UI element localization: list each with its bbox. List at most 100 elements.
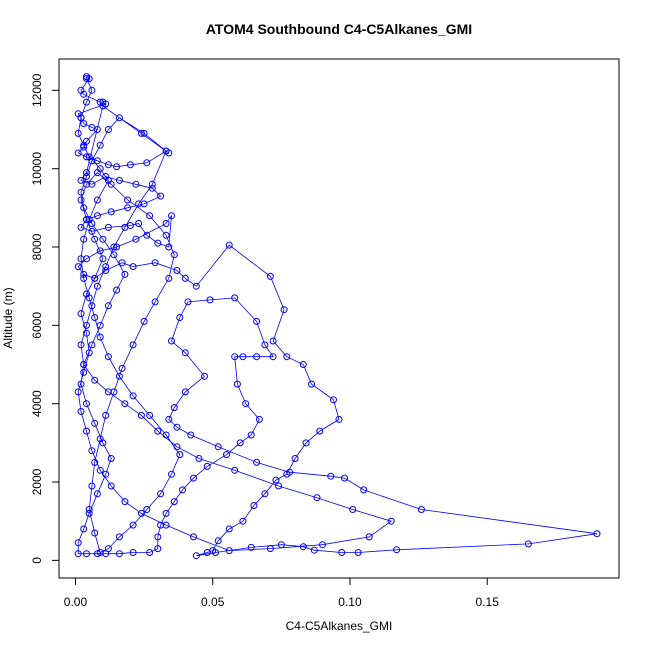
y-axis-label: Altitude (m) [1, 287, 15, 348]
data-point [118, 259, 126, 267]
data-point [154, 427, 162, 435]
data-point [77, 223, 85, 231]
data-point [269, 337, 277, 345]
data-point [140, 129, 148, 137]
x-tick-label: 0.05 [201, 595, 225, 609]
data-point [115, 533, 123, 541]
y-tick-label: 12000 [30, 73, 44, 107]
data-point [83, 75, 90, 83]
data-point [88, 180, 96, 188]
data-point [151, 298, 159, 306]
data-point [80, 274, 88, 282]
data-point [96, 333, 104, 341]
data-point [190, 533, 197, 541]
data-point [393, 546, 401, 554]
data-point [214, 443, 222, 451]
data-point [313, 494, 321, 502]
data-point [231, 466, 239, 474]
data-point [88, 86, 96, 94]
data-point [85, 216, 93, 224]
data-point [283, 353, 291, 361]
data-point [365, 533, 373, 541]
data-point [165, 243, 173, 251]
data-point [146, 411, 154, 419]
data-point [330, 396, 337, 404]
data-point [118, 364, 126, 372]
data-point [192, 552, 200, 560]
data-point [129, 549, 137, 556]
data-point [316, 427, 324, 435]
y-tick-label: 0 [30, 557, 44, 564]
data-point [96, 466, 104, 474]
data-point [91, 376, 99, 384]
data-point [148, 180, 156, 188]
data-point [417, 506, 425, 513]
data-point [157, 490, 165, 498]
data-point [77, 380, 85, 388]
data-point [170, 498, 178, 506]
data-point [354, 549, 362, 556]
data-point [83, 153, 90, 161]
data-point [99, 255, 107, 263]
data-point [85, 75, 93, 83]
data-point [165, 274, 173, 282]
data-point [77, 310, 85, 318]
data-point [88, 227, 96, 235]
data-point [74, 388, 82, 396]
chart-title: ATOM4 Southbound C4-C5Alkanes_GMI [206, 21, 472, 37]
data-point [157, 192, 165, 200]
data-point [135, 200, 143, 208]
data-point [110, 243, 118, 251]
x-tick-label: 0.00 [64, 595, 88, 609]
x-tick-label: 0.15 [476, 595, 500, 609]
data-point [99, 235, 107, 243]
data-point [173, 423, 181, 431]
data-point [250, 502, 258, 509]
data-point [253, 317, 261, 325]
data-point [162, 521, 170, 529]
data-point [124, 196, 132, 204]
data-point [162, 431, 170, 439]
data-point [302, 439, 310, 447]
data-point [195, 455, 203, 462]
data-point [104, 223, 112, 231]
data-point [77, 255, 85, 263]
data-point [113, 163, 121, 171]
data-point [151, 259, 159, 267]
data-point [115, 372, 123, 380]
data-point [91, 235, 99, 243]
data-point [129, 341, 137, 349]
data-point [223, 451, 230, 459]
data-point [102, 470, 110, 478]
data-point [96, 549, 104, 556]
data-point [335, 415, 343, 423]
data-point [146, 549, 154, 556]
data-point [275, 482, 283, 490]
data-point [291, 455, 299, 462]
data-point [80, 361, 88, 368]
data-point [176, 314, 184, 321]
data-point [115, 176, 123, 184]
data-point [91, 458, 99, 466]
data-point [181, 274, 189, 282]
data-point [74, 129, 82, 137]
data-point [143, 231, 151, 239]
data-point [338, 549, 346, 556]
data-point [280, 306, 288, 314]
data-series [74, 73, 601, 560]
data-point [201, 372, 208, 380]
data-point [104, 126, 112, 133]
data-point [110, 251, 118, 259]
data-point [253, 458, 261, 466]
data-point [80, 120, 88, 128]
data-point [148, 184, 156, 192]
data-point [91, 314, 99, 321]
data-point [168, 212, 175, 220]
data-point [74, 263, 82, 271]
data-point [107, 482, 115, 490]
data-point [121, 270, 129, 278]
data-point [341, 474, 348, 482]
data-point [83, 180, 90, 188]
data-point [74, 149, 82, 157]
